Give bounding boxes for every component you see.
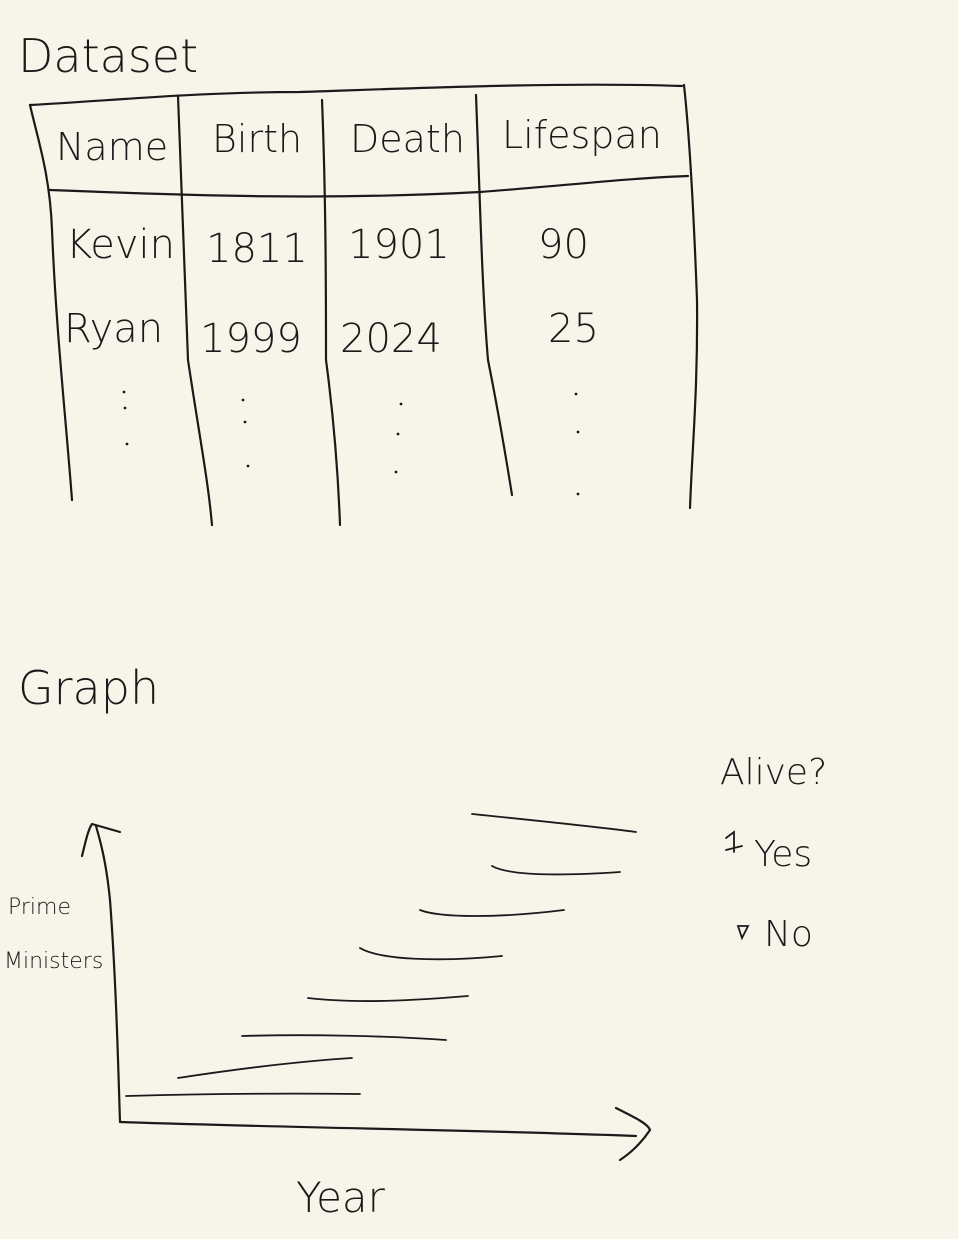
gantt-bar [471,813,637,833]
legend-swatch-yes [725,830,743,853]
table-cell-r1-lifespan: 90 [538,222,589,268]
table-left-border [28,103,74,502]
table-right-border [682,83,699,510]
gantt-bar [307,995,469,1002]
x-axis [118,1120,638,1138]
gantt-bar [491,865,621,876]
table-header-lifespan: Lifespan [502,113,662,157]
legend-item-no: No [764,914,813,955]
table-cell-r2-death: 2024 [340,316,442,362]
table-header-birth: Birth [212,117,302,161]
y-axis-label-line2: Ministers [4,949,103,974]
gantt-bar [359,947,503,961]
gantt-chart: Prime Ministers Year Alive? Yes No [4,752,827,1222]
table-cell-r2-lifespan: 25 [548,306,599,352]
table-cell-r2-birth: 1999 [200,316,302,362]
dataset-title: Dataset [18,29,198,83]
x-axis-label: Year [296,1173,386,1222]
table-continuation-marks [122,390,580,496]
table-col-divider-1 [176,94,214,527]
gantt-bars [125,813,637,1097]
table-header-name: Name [56,125,168,169]
table-header-death: Death [350,117,465,161]
y-axis-label-line1: Prime [8,895,71,920]
table-cell-r1-name: Kevin [66,222,175,268]
table-header-divider [48,174,690,198]
x-axis-arrowhead [614,1106,652,1162]
gantt-bar [241,1034,447,1041]
table-top-border [28,83,684,107]
graph-title: Graph [18,661,159,715]
table-cell-r1-death: 1901 [348,222,450,268]
gantt-bar [125,1092,361,1097]
y-axis-arrowhead [80,822,122,858]
legend: Alive? Yes No [720,752,827,955]
table-col-divider-2 [320,98,342,527]
y-axis [94,824,122,1124]
table-cell-r2-name: Ryan [64,306,163,352]
data-table: Name Birth Death Lifespan Kevin 1811 190… [28,83,699,527]
table-cell-r1-birth: 1811 [206,226,308,272]
gantt-bar [419,909,565,917]
legend-title: Alive? [720,752,827,793]
table-col-divider-3 [474,93,514,497]
gantt-bar [177,1057,353,1079]
legend-swatch-no [736,925,750,941]
legend-item-yes: Yes [754,834,812,875]
